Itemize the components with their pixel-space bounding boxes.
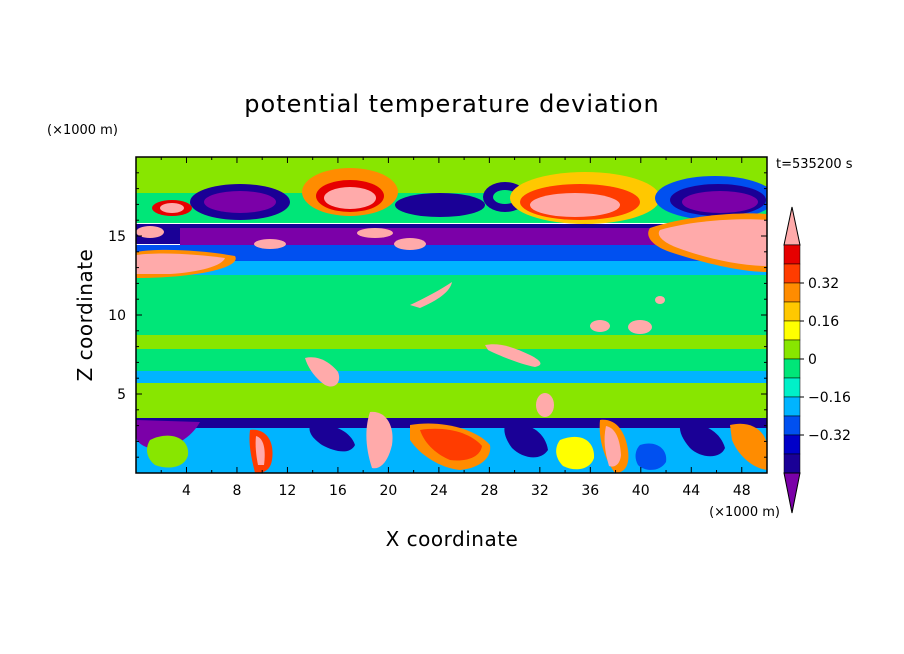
- boundary-cold-swirl: [309, 424, 355, 452]
- boundary-warm-swirl: [556, 436, 595, 470]
- x-tick-label: 16: [329, 483, 347, 499]
- y-tick-label: 10: [108, 308, 126, 324]
- contour-field: [136, 157, 767, 473]
- x-tick-label: 36: [581, 483, 599, 499]
- warm-blob: [254, 239, 286, 249]
- chart-title: potential temperature deviation: [244, 90, 659, 118]
- layer-cyan: [136, 261, 767, 275]
- boundary-warm-swirl: [147, 435, 189, 468]
- warm-blob: [590, 320, 610, 332]
- colorbar-tick-label: 0: [808, 352, 817, 368]
- warm-blob: [394, 238, 426, 250]
- layer-mid-green: [136, 275, 767, 335]
- colorbar-box: [783, 282, 801, 303]
- y-axis: 5 10 15: [108, 172, 767, 458]
- colorbar-tick-label: −0.32: [808, 428, 851, 444]
- time-label: t=535200 s: [776, 157, 853, 172]
- cold-lobe: [204, 191, 276, 213]
- warm-blob: [136, 226, 164, 238]
- colorbar: 0.32 0.16 0 −0.16 −0.32: [783, 206, 851, 514]
- warm-blob: [324, 187, 376, 209]
- layer-lower-band: [136, 383, 767, 419]
- colorbar-tick-label: 0.32: [808, 276, 839, 292]
- x-unit-label: (×1000 m): [709, 505, 780, 520]
- x-tick-label: 20: [379, 483, 397, 499]
- colorbar-box: [783, 263, 801, 284]
- warm-blob: [628, 320, 652, 334]
- x-axis-label: X coordinate: [386, 527, 519, 551]
- y-tick-label: 15: [108, 229, 126, 245]
- boundary-cold-swirl: [635, 443, 667, 470]
- layer-lower-cyan: [136, 371, 767, 383]
- colorbar-extend-min: [783, 472, 801, 514]
- colorbar-box: [783, 396, 801, 417]
- colorbar-box: [783, 339, 801, 360]
- layer-mid-band: [136, 335, 767, 349]
- warm-blob: [655, 296, 665, 304]
- colorbar-box: [783, 415, 801, 436]
- warm-filament: [305, 357, 340, 387]
- colorbar-tick-label: −0.16: [808, 390, 851, 406]
- colorbar-tick-label: 0.16: [808, 314, 839, 330]
- colorbar-box: [783, 244, 801, 265]
- x-tick-label: 40: [632, 483, 650, 499]
- warm-filament: [485, 344, 541, 367]
- warm-blob: [160, 203, 184, 213]
- x-tick-label: 44: [682, 483, 700, 499]
- layer-lower-green: [136, 349, 767, 371]
- boundary-warm-plume: [730, 423, 767, 470]
- colorbar-box: [783, 301, 801, 322]
- x-tick-label: 24: [430, 483, 448, 499]
- boundary-cold-swirl: [679, 423, 725, 457]
- x-tick-label: 48: [733, 483, 751, 499]
- colorbar-box: [783, 377, 801, 398]
- boundary-warm-plume: [420, 428, 482, 461]
- x-tick-label: 12: [279, 483, 297, 499]
- cold-lobe: [682, 191, 758, 213]
- y-axis-label: Z coordinate: [73, 249, 97, 382]
- boundary-warm-plume: [255, 436, 265, 465]
- x-tick-label: 28: [480, 483, 498, 499]
- boundary-cold-swirl: [504, 423, 548, 458]
- x-axis: 4 8 12 16 20 24 28 32 36 40 44 48: [160, 157, 751, 499]
- warm-blob: [536, 393, 554, 417]
- warm-layer-right: [658, 219, 767, 266]
- boundary-warm-plume: [604, 426, 621, 467]
- layer-cold-band-core: [180, 228, 660, 246]
- colorbar-box: [783, 358, 801, 379]
- x-tick-label: 4: [182, 483, 191, 499]
- warm-layer-left: [136, 253, 225, 274]
- y-unit-label: (×1000 m): [47, 123, 118, 138]
- warm-filament: [410, 282, 452, 308]
- warm-blob: [357, 228, 393, 238]
- x-tick-label: 8: [232, 483, 241, 499]
- warm-blob: [530, 193, 620, 217]
- layer-blue: [136, 245, 767, 261]
- colorbar-box: [783, 320, 801, 341]
- layer-boundary-cold: [136, 418, 767, 428]
- colorbar-extend-max: [783, 206, 801, 246]
- boundary-warm-plume: [366, 411, 393, 469]
- y-tick-label: 5: [117, 387, 126, 403]
- cold-lobe: [395, 193, 485, 217]
- colorbar-box: [783, 453, 801, 474]
- colorbar-box: [783, 434, 801, 455]
- x-tick-label: 32: [531, 483, 549, 499]
